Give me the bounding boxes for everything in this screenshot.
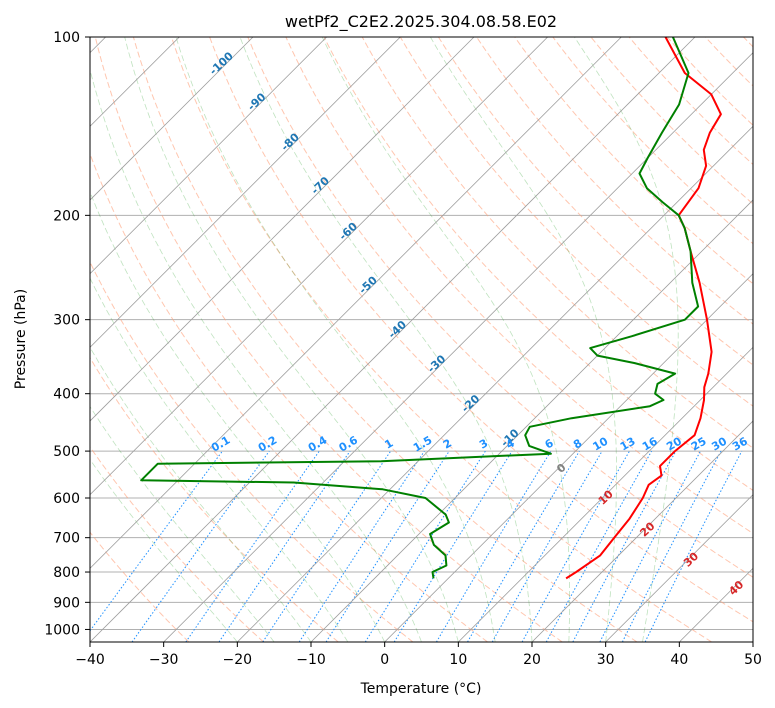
dry-adiabat-line [171, 37, 712, 642]
isotherm-line [605, 494, 753, 642]
temperature-profile-line [565, 37, 722, 580]
mixing-ratio-line [364, 450, 486, 642]
mixing-ratio-line [435, 450, 552, 642]
mixing-ratio-line [262, 450, 392, 642]
x-tick-label: 50 [744, 652, 762, 668]
dry-adiabat-line [399, 37, 753, 407]
dry-adiabat-line [514, 37, 753, 285]
dry-adiabats [90, 37, 753, 642]
plot-area: -100-90-80-70-60-50-40-30-20-100.1 0.2 0.4… [90, 37, 753, 642]
mixing-ratio-line [393, 450, 513, 642]
isotherm-line [90, 37, 696, 642]
y-tick-label: 300 [53, 313, 80, 329]
x-tick-label: 20 [523, 652, 541, 668]
y-tick-label: 800 [53, 565, 80, 581]
y-tick-label: 100 [53, 30, 80, 46]
isotherm-line [90, 37, 548, 496]
y-tick-label: 400 [53, 387, 80, 403]
y-tick-label: 700 [53, 531, 80, 547]
axes-frame [89, 36, 754, 643]
mixing-ratio-line [325, 450, 450, 642]
dewpoint-profile-line [140, 37, 700, 579]
mixing-ratio-line [521, 450, 630, 642]
moist-adiabat-line [175, 37, 496, 642]
dry-adiabat-line [247, 37, 753, 578]
moist-adiabat-line [90, 190, 386, 642]
x-tick-label: 10 [449, 652, 467, 668]
isotherm-line [531, 420, 753, 642]
isotherm-line [90, 37, 401, 348]
dry-adiabat-line [285, 37, 753, 535]
mixing-ratio-line [131, 450, 270, 642]
mixing-ratio-line [621, 450, 722, 642]
mixing-ratio-line [644, 450, 743, 642]
moist-adiabat-line [90, 277, 349, 642]
dry-adiabat-line [94, 37, 563, 642]
isotherm-line [90, 37, 254, 201]
chart-title: wetPf2_C2E2.2025.304.08.58.E02 [285, 12, 557, 32]
mixing-ratio-line [599, 450, 701, 642]
x-axis-ticks: −40 −30 −20 −10 0 10 20 30 40 50 [75, 642, 762, 668]
x-tick-label: 0 [380, 652, 389, 668]
dry-adiabat-line [437, 37, 753, 366]
isotherm-line [310, 199, 753, 642]
x-tick-label: −30 [149, 652, 179, 668]
mixing-ratio-line [185, 450, 320, 642]
mixing-ratio-line [298, 450, 425, 642]
isotherm-gridlines [90, 37, 753, 642]
y-tick-label: 1000 [44, 622, 80, 638]
mixing-ratio-line [218, 450, 351, 642]
moist-adiabats [90, 37, 679, 642]
x-tick-label: 30 [597, 652, 615, 668]
x-axis-label: Temperature (°C) [360, 681, 482, 697]
isotherm-line [237, 125, 753, 642]
moist-adiabat-line [90, 68, 422, 642]
y-tick-label: 600 [53, 491, 80, 507]
isotherm-line [458, 346, 753, 642]
isotherm-line [384, 273, 753, 642]
moist-adiabat-line [90, 458, 238, 642]
y-tick-label: 500 [53, 444, 80, 460]
moist-adiabat-line [321, 37, 570, 642]
dry-adiabat-line [90, 531, 190, 642]
mixing-ratio-line [90, 450, 223, 632]
isotherm-line [90, 37, 622, 569]
dry-adiabat-line [361, 37, 753, 449]
mixing-ratio-lines [90, 450, 743, 642]
moist-adiabat-line [239, 37, 533, 642]
dry-adiabat-line [90, 446, 264, 642]
moist-adiabat-line [574, 37, 679, 642]
dry-adiabat-line [132, 37, 638, 642]
y-tick-label: 200 [53, 208, 80, 224]
isotherm-line [90, 37, 327, 275]
moist-adiabat-line [90, 405, 275, 642]
y-axis-ticks: 100 200 300 400 500 600 700 800 900 1000 [44, 30, 90, 638]
y-axis-label: Pressure (hPa) [13, 289, 29, 389]
y-tick-label: 900 [53, 595, 80, 611]
mixing-ratio-line [572, 450, 677, 642]
x-tick-label: −20 [223, 652, 253, 668]
x-tick-label: −40 [75, 652, 105, 668]
moist-adiabat-line [430, 37, 617, 642]
dry-adiabat-line [90, 152, 488, 642]
isotherm-line [90, 37, 475, 422]
moist-adiabat-line [124, 37, 459, 642]
isotherm-line [163, 52, 753, 642]
x-tick-label: 40 [670, 652, 688, 668]
moist-adiabat-line [90, 346, 312, 642]
dry-adiabat-line [209, 37, 753, 623]
sounding-profiles [140, 37, 722, 580]
x-tick-label: −10 [296, 652, 326, 668]
